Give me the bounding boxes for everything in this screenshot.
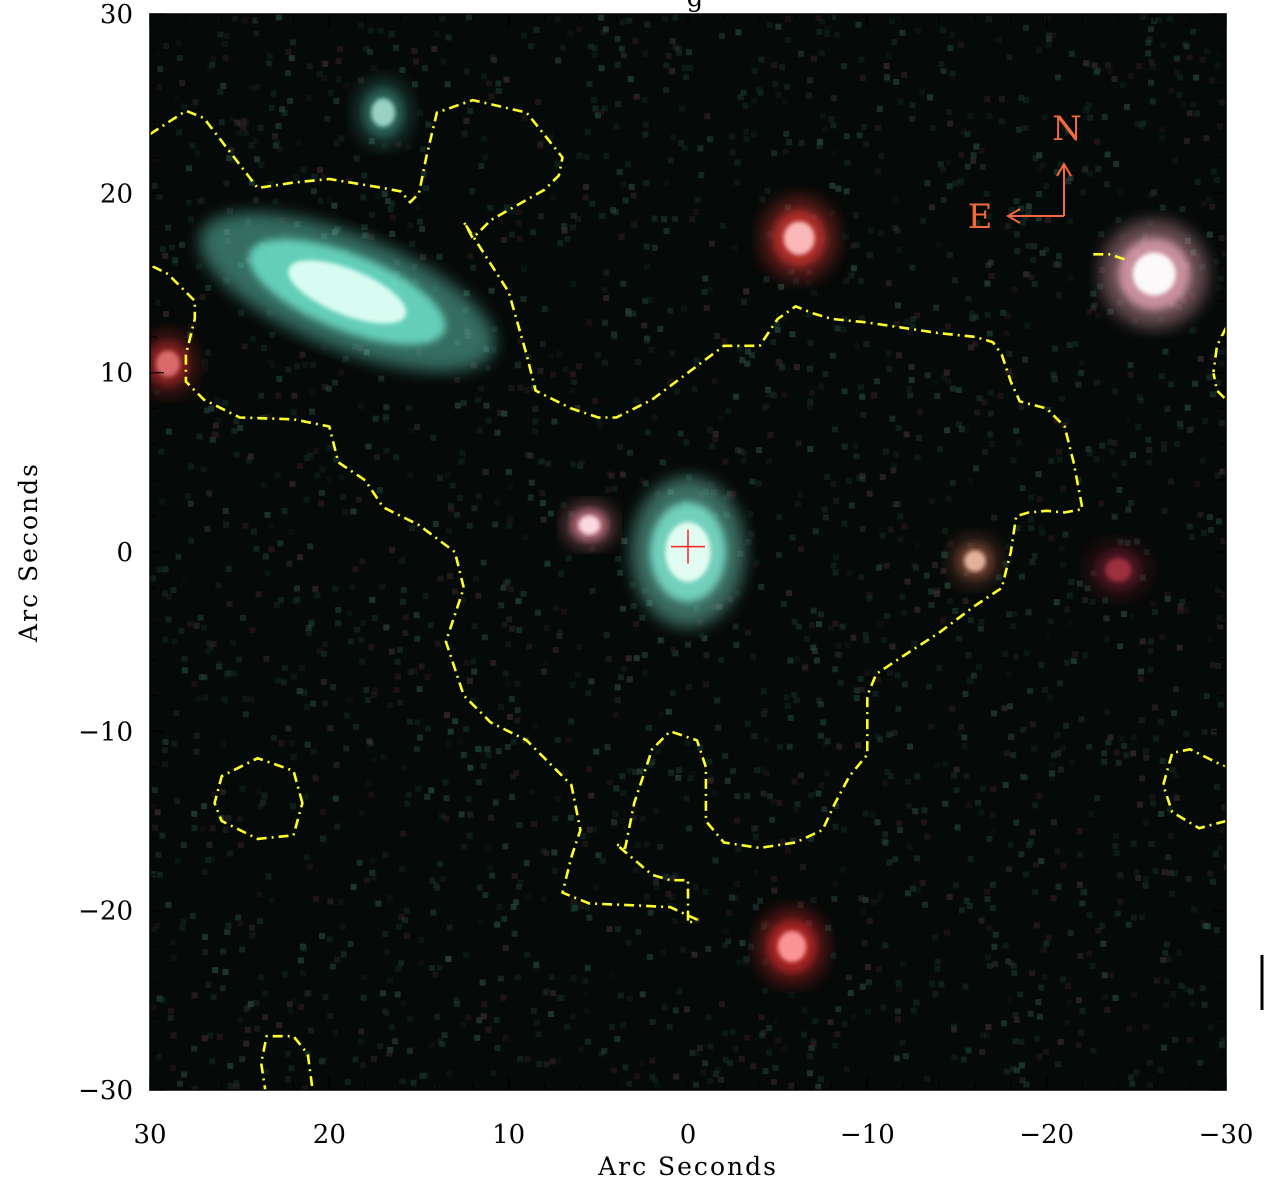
y-axis-title: Arc Seconds: [14, 462, 43, 643]
compass-north-label: N: [1052, 109, 1082, 149]
faint-red-source-east: [1085, 539, 1152, 600]
bright-star-contour-fragment: [1093, 253, 1127, 261]
left-bottom-loop: [213, 756, 304, 841]
y-tick-label: 20: [100, 179, 133, 209]
red-source-north: [760, 196, 839, 281]
target-marker: [671, 529, 705, 564]
y-tick-label: −30: [78, 1076, 133, 1106]
x-tick-label: 20: [313, 1120, 346, 1150]
x-axis-title: Arc Seconds: [597, 1152, 778, 1180]
large-cyan-galaxy: [199, 212, 495, 372]
x-tick-label: 0: [680, 1120, 697, 1150]
x-tick-label: −10: [840, 1120, 895, 1150]
bright-star-northwest: [1100, 220, 1209, 329]
right-bottom-loop: [1161, 747, 1226, 830]
x-tick-label: 30: [133, 1120, 166, 1150]
compass-east-label: E: [968, 197, 993, 237]
x-tick-label: 10: [492, 1120, 525, 1150]
main-contour: [150, 98, 1084, 925]
compass: N E: [968, 109, 1082, 237]
north-arrow-head: [1056, 162, 1072, 177]
x-tick-label: −30: [1199, 1120, 1254, 1150]
y-tick-label: 30: [100, 0, 133, 30]
cyan-smudge-north: [353, 76, 414, 149]
sky-noise: [150, 14, 1226, 1090]
faint-orange-source: [947, 533, 1002, 588]
sky-image: [150, 14, 1226, 1090]
bottom-arc: [259, 1034, 314, 1090]
axis-ticks: [149, 13, 1227, 1091]
y-tick-label: −20: [78, 897, 133, 927]
y-tick-label: −10: [78, 717, 133, 747]
east-arrow-head: [1006, 208, 1021, 224]
y-tick-label: 10: [100, 359, 133, 389]
title-fragment: g: [687, 0, 704, 13]
pink-knot-near-center: [562, 501, 617, 550]
x-tick-label: −20: [1019, 1120, 1074, 1150]
red-source-south: [756, 907, 829, 986]
y-tick-label: 0: [116, 538, 133, 568]
